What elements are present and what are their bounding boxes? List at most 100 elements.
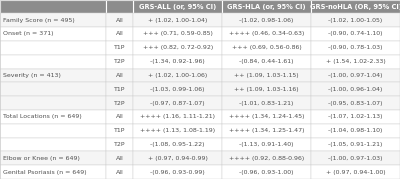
Text: -(1.13, 0.91-1.40): -(1.13, 0.91-1.40) — [239, 142, 294, 147]
Text: T1P: T1P — [114, 87, 125, 92]
FancyBboxPatch shape — [133, 96, 222, 110]
Text: Total Locations (n = 649): Total Locations (n = 649) — [3, 114, 82, 119]
Text: -(1.00, 0.97-1.04): -(1.00, 0.97-1.04) — [328, 73, 383, 78]
Text: ++ (1.09, 1.03-1.15): ++ (1.09, 1.03-1.15) — [234, 73, 299, 78]
FancyBboxPatch shape — [133, 138, 222, 151]
Text: +++ (0.71, 0.59-0.85): +++ (0.71, 0.59-0.85) — [143, 32, 213, 37]
FancyBboxPatch shape — [106, 27, 133, 41]
FancyBboxPatch shape — [222, 165, 311, 179]
FancyBboxPatch shape — [311, 55, 400, 69]
FancyBboxPatch shape — [106, 124, 133, 138]
FancyBboxPatch shape — [133, 69, 222, 82]
FancyBboxPatch shape — [222, 96, 311, 110]
FancyBboxPatch shape — [0, 151, 106, 165]
Text: -(1.05, 0.91-1.21): -(1.05, 0.91-1.21) — [328, 142, 383, 147]
FancyBboxPatch shape — [0, 41, 106, 55]
FancyBboxPatch shape — [222, 13, 311, 27]
Text: -(1.03, 0.99-1.06): -(1.03, 0.99-1.06) — [150, 87, 205, 92]
Text: Onset (n = 371): Onset (n = 371) — [3, 32, 54, 37]
FancyBboxPatch shape — [311, 165, 400, 179]
FancyBboxPatch shape — [0, 124, 106, 138]
FancyBboxPatch shape — [311, 0, 400, 13]
FancyBboxPatch shape — [222, 82, 311, 96]
Text: All: All — [116, 156, 124, 161]
Text: T1P: T1P — [114, 128, 125, 133]
FancyBboxPatch shape — [0, 96, 106, 110]
Text: + (0.97, 0.94-1.00): + (0.97, 0.94-1.00) — [326, 170, 385, 175]
FancyBboxPatch shape — [106, 82, 133, 96]
FancyBboxPatch shape — [222, 41, 311, 55]
Text: GRS-ALL (or, 95% CI): GRS-ALL (or, 95% CI) — [139, 4, 216, 10]
FancyBboxPatch shape — [311, 82, 400, 96]
Text: ++++ (1.34, 1.24-1.45): ++++ (1.34, 1.24-1.45) — [229, 114, 304, 119]
Text: + (1.02, 1.00-1.04): + (1.02, 1.00-1.04) — [148, 18, 207, 23]
FancyBboxPatch shape — [0, 13, 106, 27]
Text: + (1.02, 1.00-1.06): + (1.02, 1.00-1.06) — [148, 73, 207, 78]
FancyBboxPatch shape — [222, 138, 311, 151]
FancyBboxPatch shape — [311, 96, 400, 110]
FancyBboxPatch shape — [0, 165, 106, 179]
FancyBboxPatch shape — [222, 27, 311, 41]
FancyBboxPatch shape — [133, 0, 222, 13]
FancyBboxPatch shape — [0, 55, 106, 69]
Text: T2P: T2P — [114, 101, 125, 106]
FancyBboxPatch shape — [222, 55, 311, 69]
Text: Severity (n = 413): Severity (n = 413) — [3, 73, 61, 78]
FancyBboxPatch shape — [311, 124, 400, 138]
Text: Elbow or Knee (n = 649): Elbow or Knee (n = 649) — [3, 156, 80, 161]
Text: All: All — [116, 32, 124, 37]
Text: -(0.96, 0.93-1.00): -(0.96, 0.93-1.00) — [239, 170, 294, 175]
FancyBboxPatch shape — [311, 110, 400, 124]
FancyBboxPatch shape — [106, 110, 133, 124]
Text: All: All — [116, 170, 124, 175]
FancyBboxPatch shape — [133, 110, 222, 124]
Text: GRS-HLA (or, 95% CI): GRS-HLA (or, 95% CI) — [227, 4, 306, 10]
Text: -(1.02, 0.98-1.06): -(1.02, 0.98-1.06) — [240, 18, 294, 23]
Text: -(1.34, 0.92-1.96): -(1.34, 0.92-1.96) — [150, 59, 205, 64]
FancyBboxPatch shape — [311, 41, 400, 55]
FancyBboxPatch shape — [106, 69, 133, 82]
FancyBboxPatch shape — [0, 69, 106, 82]
FancyBboxPatch shape — [133, 13, 222, 27]
Text: -(0.90, 0.74-1.10): -(0.90, 0.74-1.10) — [328, 32, 383, 37]
FancyBboxPatch shape — [106, 0, 133, 13]
Text: + (0.97, 0.94-0.99): + (0.97, 0.94-0.99) — [148, 156, 208, 161]
FancyBboxPatch shape — [106, 96, 133, 110]
FancyBboxPatch shape — [222, 151, 311, 165]
Text: All: All — [116, 18, 124, 23]
FancyBboxPatch shape — [133, 55, 222, 69]
FancyBboxPatch shape — [106, 55, 133, 69]
FancyBboxPatch shape — [106, 41, 133, 55]
Text: T1P: T1P — [114, 45, 125, 50]
FancyBboxPatch shape — [106, 165, 133, 179]
Text: ++++ (1.34, 1.25-1.47): ++++ (1.34, 1.25-1.47) — [229, 128, 304, 133]
Text: +++ (0.82, 0.72-0.92): +++ (0.82, 0.72-0.92) — [142, 45, 213, 50]
Text: -(1.02, 1.00-1.05): -(1.02, 1.00-1.05) — [328, 18, 383, 23]
FancyBboxPatch shape — [106, 13, 133, 27]
FancyBboxPatch shape — [222, 69, 311, 82]
FancyBboxPatch shape — [133, 165, 222, 179]
Text: Genital Psoriasis (n = 649): Genital Psoriasis (n = 649) — [3, 170, 87, 175]
FancyBboxPatch shape — [311, 27, 400, 41]
FancyBboxPatch shape — [133, 124, 222, 138]
Text: -(0.84, 0.44-1.61): -(0.84, 0.44-1.61) — [239, 59, 294, 64]
Text: Family Score (n = 495): Family Score (n = 495) — [3, 18, 75, 23]
Text: All: All — [116, 114, 124, 119]
Text: ++ (1.09, 1.03-1.16): ++ (1.09, 1.03-1.16) — [234, 87, 299, 92]
Text: -(1.04, 0.98-1.10): -(1.04, 0.98-1.10) — [328, 128, 383, 133]
FancyBboxPatch shape — [311, 13, 400, 27]
Text: GRS-noHLA (OR, 95% CI): GRS-noHLA (OR, 95% CI) — [310, 4, 400, 10]
Text: +++ (0.69, 0.56-0.86): +++ (0.69, 0.56-0.86) — [232, 45, 302, 50]
FancyBboxPatch shape — [0, 82, 106, 96]
Text: -(1.07, 1.02-1.13): -(1.07, 1.02-1.13) — [328, 114, 383, 119]
FancyBboxPatch shape — [133, 27, 222, 41]
FancyBboxPatch shape — [222, 0, 311, 13]
Text: ++++ (1.13, 1.08-1.19): ++++ (1.13, 1.08-1.19) — [140, 128, 215, 133]
FancyBboxPatch shape — [222, 110, 311, 124]
Text: -(0.95, 0.83-1.07): -(0.95, 0.83-1.07) — [328, 101, 383, 106]
FancyBboxPatch shape — [133, 41, 222, 55]
Text: -(0.97, 0.87-1.07): -(0.97, 0.87-1.07) — [150, 101, 205, 106]
Text: -(1.00, 0.97-1.03): -(1.00, 0.97-1.03) — [328, 156, 383, 161]
Text: T2P: T2P — [114, 59, 125, 64]
FancyBboxPatch shape — [106, 151, 133, 165]
